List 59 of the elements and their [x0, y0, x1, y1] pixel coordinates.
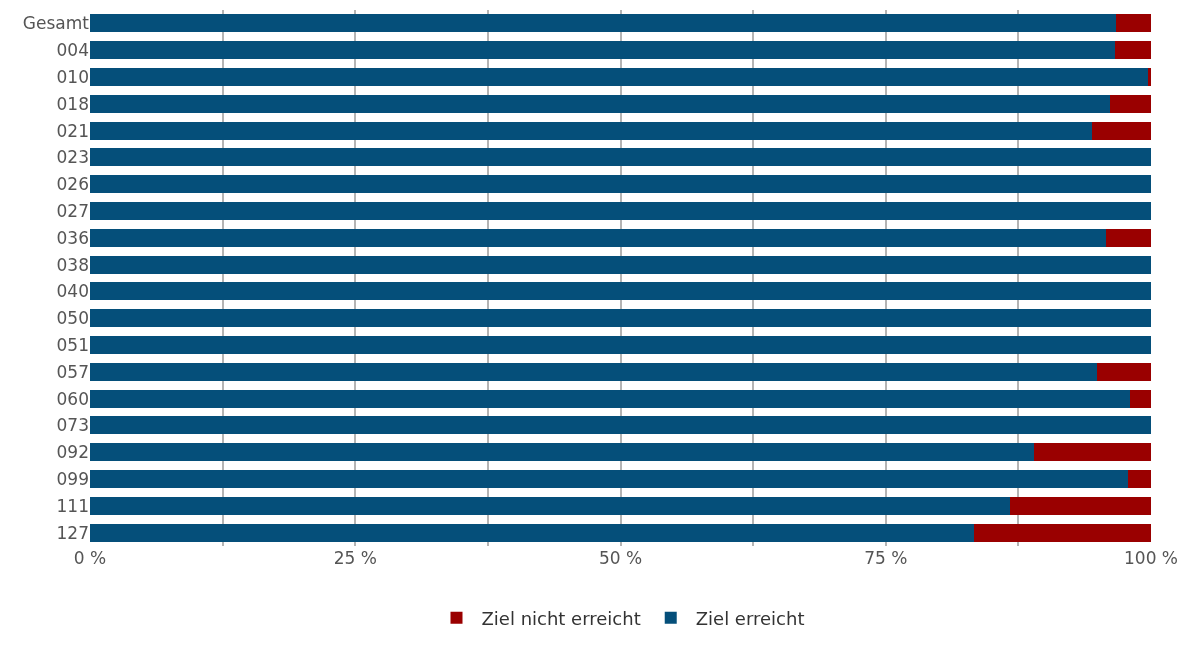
bar [1034, 443, 1151, 462]
y-tick-label: 050 [56, 308, 89, 329]
bar [90, 14, 1116, 33]
y-tick-label: 018 [56, 93, 89, 114]
bar [1096, 362, 1151, 381]
bar [1147, 68, 1151, 86]
y-tick-label: 010 [56, 66, 89, 87]
bar [1115, 14, 1151, 33]
y-tick-label: 038 [56, 254, 89, 275]
bar [90, 41, 1115, 60]
x-tick-label: 25 % [333, 548, 377, 568]
bar [90, 443, 1035, 462]
bar [1091, 121, 1151, 140]
y-tick-label: 040 [56, 281, 89, 302]
legend-label: Ziel nicht erreicht [481, 607, 641, 629]
y-tick-label: 004 [56, 40, 89, 61]
legend-label: Ziel erreicht [695, 607, 805, 629]
y-tick-label: 036 [56, 227, 89, 248]
y-tick-label: 057 [56, 361, 89, 382]
x-tick-label: 100 % [1123, 548, 1179, 568]
bar [90, 309, 1151, 328]
y-tick-label: 127 [56, 522, 89, 543]
x-tick-label: 0 % [73, 548, 107, 568]
bar [1109, 94, 1151, 113]
bar [90, 523, 974, 542]
bar [90, 94, 1110, 113]
y-tick-label: 099 [56, 468, 89, 489]
bar [90, 202, 1151, 220]
bar [90, 228, 1107, 247]
y-tick-label: Gesamt [22, 13, 90, 34]
bar [1106, 228, 1151, 247]
bar [90, 148, 1151, 167]
bar [90, 121, 1092, 140]
y-tick-label: 073 [56, 415, 89, 436]
x-tick-label: 50 % [598, 548, 643, 568]
bar [90, 255, 1151, 274]
bar [1129, 389, 1151, 408]
y-tick-label: 027 [56, 200, 89, 221]
bar [90, 416, 1151, 435]
bar [90, 496, 1010, 515]
y-tick-label: 092 [56, 442, 89, 463]
y-tick-label: 023 [56, 147, 89, 168]
bar [90, 389, 1130, 408]
y-tick-label: 026 [56, 174, 89, 195]
y-tick-label: 060 [56, 388, 89, 409]
y-tick-label: 021 [56, 120, 89, 141]
y-tick-label: 111 [56, 495, 89, 516]
bar [973, 523, 1151, 542]
bar [1127, 470, 1151, 488]
bar [90, 336, 1151, 354]
bar [90, 470, 1128, 488]
bar [1009, 496, 1151, 515]
x-tick-label: 75 % [864, 548, 908, 568]
bar [90, 68, 1148, 86]
bar [1114, 41, 1151, 60]
bar [90, 175, 1151, 194]
bar [90, 362, 1097, 381]
bar [90, 282, 1151, 301]
y-tick-label: 051 [56, 334, 89, 355]
